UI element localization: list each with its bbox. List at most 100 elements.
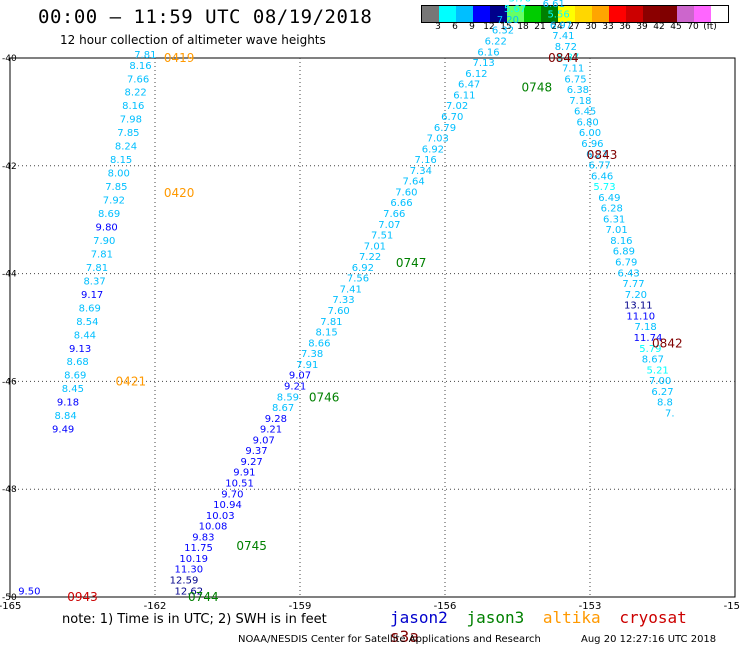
swh-value-label: 7.18 <box>569 96 591 107</box>
swh-value-label: 8.66 <box>308 338 330 349</box>
swh-value-label: 6.22 <box>485 37 507 48</box>
swh-value-label: 7. <box>665 408 675 419</box>
swh-value-label: 7.98 <box>120 115 142 126</box>
swh-value-label: 8.84 <box>54 411 76 422</box>
longitude-tick-label: -159 <box>289 601 312 612</box>
swh-value-label: 8.69 <box>98 209 120 220</box>
pass-time-label: 0419 <box>164 51 195 65</box>
swh-value-label: 9.91 <box>233 468 255 479</box>
swh-value-label: 9.27 <box>241 457 263 468</box>
swh-value-label: 8.67 <box>642 355 664 366</box>
pass-time-label: 0748 <box>522 81 553 95</box>
swh-value-label: 7.07 <box>378 220 400 231</box>
longitude-tick-label: -150 <box>724 601 740 612</box>
generated-timestamp: Aug 20 12:27:16 UTC 2018 <box>581 634 717 645</box>
swh-value-label: 9.21 <box>260 425 282 436</box>
color-scale-label: 39 <box>636 22 648 32</box>
swh-value-label: 7.01 <box>364 241 386 252</box>
color-swatch <box>490 6 507 22</box>
pass-time-label: 0747 <box>396 256 427 270</box>
swh-value-label: 6.89 <box>613 247 635 258</box>
swh-value-label: 6.32 <box>492 26 514 37</box>
swh-value-label: 8.68 <box>67 357 89 368</box>
swh-value-label: 6.77 <box>589 160 611 171</box>
swh-value-label: 8.69 <box>79 303 101 314</box>
legend-cryosat: cryosat <box>619 608 687 627</box>
color-swatch <box>507 6 524 22</box>
color-swatch <box>626 6 643 22</box>
pass-time-label: 0943 <box>67 590 98 604</box>
color-swatch <box>473 6 490 22</box>
swh-value-label: 5.79 <box>639 344 661 355</box>
swh-value-label: 6.79 <box>615 258 637 269</box>
swh-value-label: 5.21 <box>647 365 669 376</box>
swh-value-label: 7.92 <box>103 196 125 207</box>
swh-value-label: 9.17 <box>81 290 103 301</box>
swh-value-label: 6.96 <box>581 139 603 150</box>
swh-value-label: 6.27 <box>586 150 608 161</box>
swh-value-label: 7.81 <box>91 249 113 260</box>
longitude-tick-label: -162 <box>144 601 167 612</box>
swh-value-label: 7.77 <box>622 279 644 290</box>
swh-value-label: 7.91 <box>296 360 318 371</box>
swh-value-label: 10.08 <box>199 522 228 533</box>
swh-value-label: 6.31 <box>603 214 625 225</box>
swh-value-label: 6.12 <box>465 69 487 80</box>
swh-value-label: 6.00 <box>579 128 601 139</box>
swh-value-label: 13.11 <box>624 301 653 312</box>
swh-value-label: 11.30 <box>175 565 204 576</box>
legend-jason3: jason3 <box>466 608 525 627</box>
color-scale-label: 21 <box>534 22 546 32</box>
color-scale-bar <box>421 5 729 23</box>
swh-value-label: 7.90 <box>93 236 115 247</box>
color-swatch <box>643 6 660 22</box>
swh-value-label: 8.59 <box>277 392 299 403</box>
color-swatch <box>524 6 541 22</box>
pass-time-label: 0420 <box>164 186 195 200</box>
swh-value-label: 8.8 <box>657 398 673 409</box>
color-scale-label: 42 <box>653 22 665 32</box>
swh-value-label: 7.38 <box>301 349 323 360</box>
legend-s3a: s3a <box>390 627 419 646</box>
swh-value-label: 8.16 <box>610 236 632 247</box>
swh-value-label: 7.22 <box>359 252 381 263</box>
swh-value-label: 9.83 <box>192 532 214 543</box>
pass-time-label: 0844 <box>548 51 579 65</box>
swh-value-label: 9.07 <box>289 371 311 382</box>
swh-value-label: 7.66 <box>383 209 405 220</box>
color-swatch <box>422 6 439 22</box>
color-scale-label: 70 <box>687 22 699 32</box>
swh-value-label: 7.56 <box>347 274 369 285</box>
latitude-tick-label: -42 <box>2 162 17 172</box>
swh-value-label: 10.19 <box>179 554 208 565</box>
swh-value-label: 6.61 <box>543 0 565 10</box>
swh-value-label: 7.81 <box>134 50 156 61</box>
pass-time-label: 0744 <box>188 590 219 604</box>
latitude-tick-label: -48 <box>2 485 17 495</box>
swh-value-label: 7.13 <box>473 58 495 69</box>
credit-line: NOAA/NESDIS Center for Satellite Applica… <box>238 634 541 645</box>
swh-value-label: 11.75 <box>184 543 213 554</box>
swh-value-label: 6.43 <box>618 268 640 279</box>
pass-time-label: 0745 <box>236 539 267 553</box>
swh-value-label: 9.18 <box>57 398 79 409</box>
swh-value-label: 5.37 <box>557 53 579 64</box>
pass-time-label: 0842 <box>652 337 683 351</box>
color-scale-label: 33 <box>602 22 614 32</box>
swh-value-label: 10.51 <box>225 479 254 490</box>
swh-value-label: 7.34 <box>410 166 432 177</box>
swh-value-label: 8.69 <box>64 371 86 382</box>
swh-value-label: 8.45 <box>62 384 84 395</box>
color-swatch <box>439 6 456 22</box>
color-swatch <box>609 6 626 22</box>
swh-value-label: 6.70 <box>441 112 463 123</box>
swh-value-label: 6.45 <box>574 107 596 118</box>
swh-value-label: 7.01 <box>605 225 627 236</box>
color-scale-label: 18 <box>517 22 529 32</box>
color-swatch <box>711 6 728 22</box>
color-scale-label: 3 <box>435 22 441 32</box>
swh-value-label: 6.49 <box>598 193 620 204</box>
latitude-tick-label: -44 <box>2 270 17 280</box>
swh-value-label: 9.70 <box>221 489 243 500</box>
